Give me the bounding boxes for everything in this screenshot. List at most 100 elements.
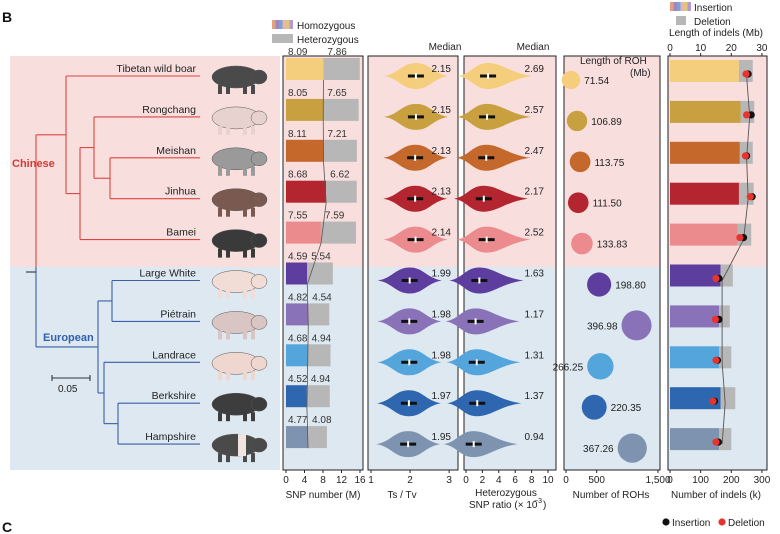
breed-label: Hampshire xyxy=(145,431,196,443)
snp-label-homozygous: 8.68 xyxy=(288,170,308,181)
violin-x-tick-label: 1 xyxy=(368,475,374,486)
ts-tv-violin-chart: 2.15 2.15 2.13 2.13 2.14 1.99 1.98 1.98 1.97 1.95… xyxy=(367,42,461,501)
het-x-axis-exponent: −3 xyxy=(534,498,542,505)
violin-median-label: 2.47 xyxy=(525,146,545,157)
indel-bar-insertion xyxy=(670,346,720,369)
indel-bar-deletion xyxy=(720,387,736,410)
legend-swatch-insertion-part xyxy=(673,2,677,11)
violin-median-label: 1.31 xyxy=(525,350,545,361)
ts-tv-x-axis-title: Ts / Tv xyxy=(387,490,416,501)
pig-leg xyxy=(251,330,255,340)
pig-icon xyxy=(211,352,268,381)
violin-median-label: 0.94 xyxy=(525,432,545,443)
indel-bar-insertion xyxy=(670,182,739,205)
het-snp-violin-chart: 2.69 2.57 2.47 2.17 2.52 1.63 1.17 1.31 1.37 0.94… xyxy=(443,42,557,511)
roh-bubble xyxy=(621,310,652,341)
roh-size-label: 367.26 xyxy=(583,444,614,455)
indel-x-axis-title: Number of indels (k) xyxy=(671,490,761,501)
indel-bar-insertion xyxy=(670,223,738,246)
phylogenetic-tree: Tibetan wild boar Rongchang Meishan Jinhua B… xyxy=(26,63,268,463)
pig-icon xyxy=(211,188,268,217)
indel-deletion-dot xyxy=(709,397,717,405)
violin-median-label: 2.14 xyxy=(432,228,452,239)
pig-belt xyxy=(238,434,246,457)
snp-bar-homozygous xyxy=(286,385,307,408)
snp-bar-homozygous xyxy=(286,98,324,121)
breed-label: Bamei xyxy=(166,227,196,239)
legend-dot-deletion xyxy=(718,518,726,526)
roh-x-axis-title: Number of ROHs xyxy=(573,490,650,501)
snp-label-homozygous: 4.82 xyxy=(288,292,308,303)
indel-top-tick-label: 20 xyxy=(726,43,738,54)
snp-x-tick-label: 0 xyxy=(283,475,289,486)
group-label-chinese: Chinese xyxy=(12,158,55,170)
snp-bar-homozygous xyxy=(286,303,309,326)
violin-median-label: 1.97 xyxy=(432,391,452,402)
roh-size-legend-title: Length of ROH xyxy=(580,56,647,67)
legend-swatch-insertion-part xyxy=(670,2,674,11)
het-x-axis-close-paren: ) xyxy=(543,500,546,511)
panel-frame xyxy=(563,55,661,471)
legend-swatch-insertion-part xyxy=(684,2,688,11)
snp-bar-heterozygous xyxy=(323,139,357,162)
violin-median-label: 2.69 xyxy=(525,64,545,75)
indel-bar-insertion xyxy=(670,100,741,123)
pig-leg xyxy=(218,289,222,299)
violin-median-label: 1.63 xyxy=(525,269,545,280)
roh-size-label: 113.75 xyxy=(594,158,624,169)
scale-bar-label: 0.05 xyxy=(58,384,78,395)
pig-leg xyxy=(243,207,247,217)
legend-swatch-homozygous-part xyxy=(282,20,286,29)
legend-swatch-insertion-part xyxy=(680,2,684,11)
violin-median-label: 1.37 xyxy=(525,391,545,402)
snp-bar-heterozygous xyxy=(306,385,330,408)
het-x-axis-title: Heterozygous xyxy=(475,488,537,499)
breed-label: Berkshire xyxy=(152,390,197,402)
pig-leg xyxy=(243,330,247,340)
violin-median-label: 1.99 xyxy=(432,269,452,280)
violin-median-label: 1.98 xyxy=(432,309,452,320)
pig-leg xyxy=(251,453,255,463)
indel-x-tick-label: 0 xyxy=(667,475,673,486)
indel-deletion-dot xyxy=(712,274,720,283)
pig-head xyxy=(250,315,268,330)
violin-median-label: 2.13 xyxy=(432,146,452,157)
pig-leg xyxy=(251,85,255,94)
violin-x-tick-label: 4 xyxy=(496,475,502,486)
legend-swatch-homozygous-part xyxy=(286,20,290,29)
indel-top-tick-label: 30 xyxy=(756,43,768,54)
roh-bubble xyxy=(617,433,647,463)
snp-label-homozygous: 8.09 xyxy=(288,47,308,58)
violin-x-tick-label: 6 xyxy=(512,475,518,486)
indel-deletion-dot xyxy=(743,111,751,119)
snp-label-heterozygous: 5.54 xyxy=(311,252,331,263)
snp-bar-heterozygous xyxy=(323,58,360,80)
snp-label-heterozygous: 4.94 xyxy=(312,333,332,344)
indel-deletion-dot xyxy=(712,356,720,364)
indel-bar-deletion xyxy=(719,428,732,451)
snp-bar-heterozygous xyxy=(308,426,327,449)
snp-label-heterozygous: 6.62 xyxy=(330,170,350,181)
pig-head xyxy=(250,151,268,167)
pig-icon xyxy=(211,106,268,135)
roh-bubble xyxy=(587,272,612,297)
violin-median-label: 2.15 xyxy=(432,105,452,116)
indel-top-tick-label: 0 xyxy=(667,43,673,54)
indel-deletion-dot xyxy=(711,315,719,323)
snp-label-heterozygous: 7.65 xyxy=(327,88,347,99)
pig-icon xyxy=(211,433,268,463)
violin-median-label: 2.17 xyxy=(525,187,545,198)
panel-label-c: C xyxy=(2,519,12,534)
pig-leg xyxy=(218,371,222,381)
pig-leg xyxy=(226,85,230,94)
indel-bar-insertion xyxy=(670,141,740,164)
pig-leg xyxy=(243,166,247,176)
legend-deletion-bottom: Deletion xyxy=(728,518,765,529)
pig-leg xyxy=(251,412,255,422)
pig-leg xyxy=(218,207,222,217)
violin-x-tick-label: 2 xyxy=(480,475,486,486)
legend-insertion-bottom: Insertion xyxy=(672,518,710,529)
snp-bar-homozygous xyxy=(286,58,324,80)
snp-label-homozygous: 4.68 xyxy=(288,333,308,344)
snp-bar-heterozygous xyxy=(323,98,359,121)
